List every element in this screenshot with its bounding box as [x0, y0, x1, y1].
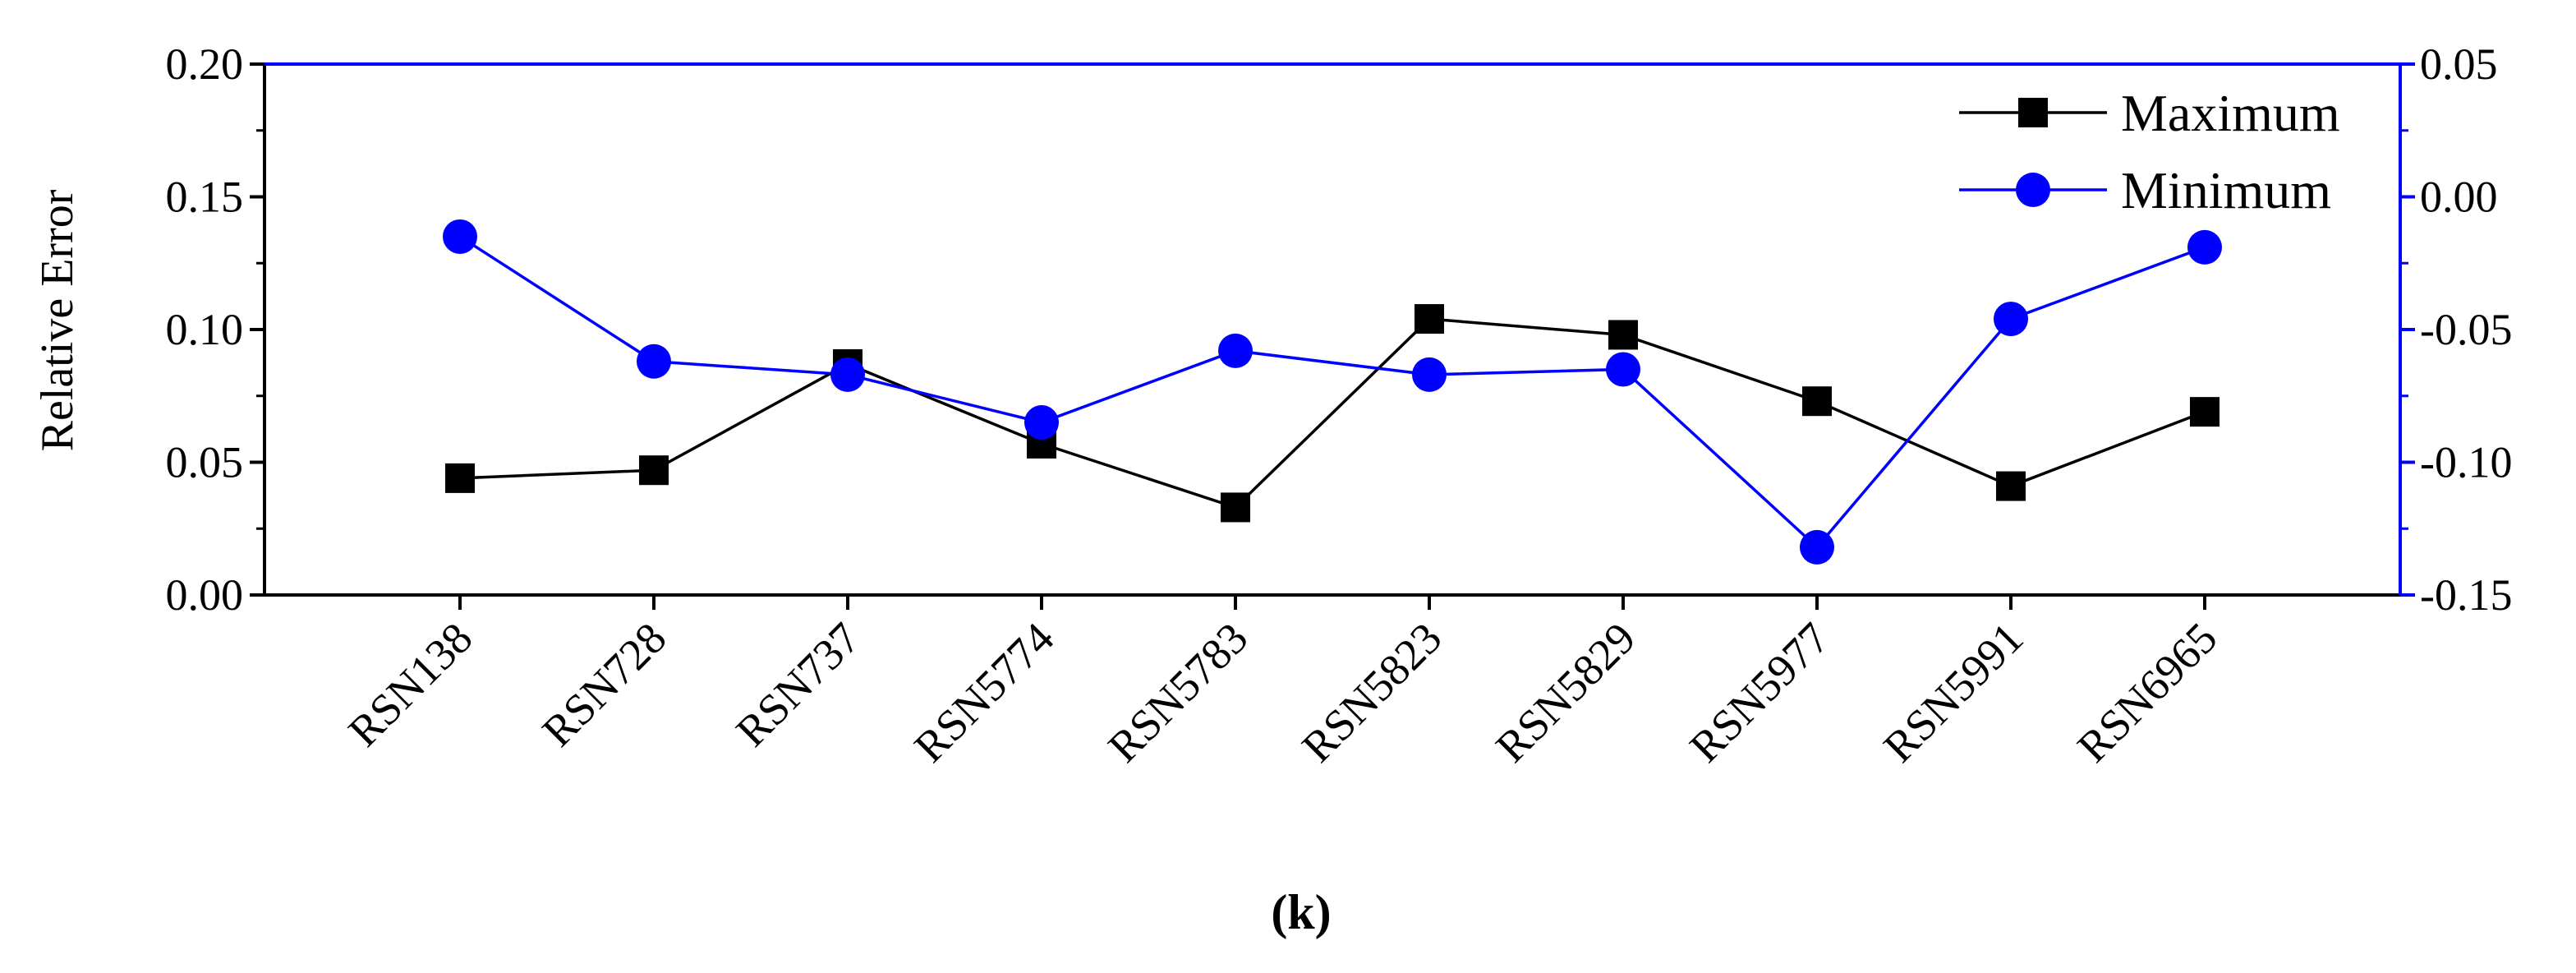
x-tick-label: RSN5829: [1486, 613, 1644, 772]
x-tick-label: RSN5991: [1874, 613, 2032, 772]
plot-frame: [263, 62, 2402, 597]
data-point-minimum: [443, 219, 477, 254]
data-point-maximum: [445, 463, 475, 493]
data-point-minimum: [1024, 405, 1059, 440]
x-tick-label: RSN737: [727, 613, 870, 756]
legend-label-minimum: Minimum: [2121, 161, 2331, 219]
data-point-maximum: [1996, 471, 2026, 501]
x-tick-label: RSN5977: [1680, 613, 1838, 772]
x-tick-label: RSN6965: [2068, 613, 2226, 772]
y2-tick-label: -0.05: [2420, 305, 2512, 354]
data-point-maximum: [2190, 397, 2220, 427]
data-point-minimum: [830, 357, 865, 392]
data-point-maximum: [1608, 320, 1638, 350]
data-point-maximum: [1414, 304, 1444, 334]
panel-label: (k): [1271, 885, 1331, 939]
x-tick-label: RSN728: [533, 613, 676, 756]
series-line-minimum: [459, 235, 2206, 550]
data-point-minimum: [1800, 529, 1834, 565]
data-point-maximum: [1221, 492, 1250, 523]
data-point-minimum: [1412, 357, 1447, 392]
x-tick-label: RSN5774: [904, 613, 1063, 772]
data-point-minimum: [637, 344, 671, 379]
legend-marker-minimum: [2016, 173, 2050, 207]
y-tick-label: 0.10: [166, 305, 244, 354]
y2-tick-label: -0.15: [2420, 570, 2512, 620]
data-point-minimum: [1218, 333, 1253, 368]
y2-tick-label: -0.10: [2420, 438, 2512, 487]
left-axis-ticks: 0.00 0.05 0.10 0.15 0.20: [166, 39, 264, 620]
y2-tick-label: 0.00: [2420, 173, 2498, 222]
y-tick-label: 0.15: [166, 173, 244, 222]
x-axis-ticks: RSN138 RSN728 RSN737 RSN5774 RSN5783 RSN5823 R…: [339, 595, 2226, 772]
data-point-minimum: [2187, 229, 2222, 265]
x-tick-label: RSN5823: [1292, 613, 1451, 772]
legend: Maximum Minimum: [1959, 84, 2340, 219]
data-point-minimum: [1606, 352, 1640, 387]
data-point-minimum: [1994, 302, 2028, 337]
y-tick-label: 0.20: [166, 39, 244, 89]
data-point-maximum: [639, 455, 669, 486]
y-tick-label: 0.05: [166, 438, 244, 487]
y2-tick-label: 0.05: [2420, 39, 2498, 89]
series-line-maximum: [459, 317, 2206, 510]
x-tick-label: RSN138: [339, 613, 482, 756]
y-axis-title: Relative Error: [32, 189, 83, 451]
y-tick-label: 0.00: [166, 570, 244, 620]
x-tick-label: RSN5783: [1098, 613, 1257, 772]
series-layer: [443, 219, 2222, 565]
legend-marker-maximum: [2018, 98, 2048, 127]
right-axis-ticks: -0.15 -0.10 -0.05 0.00 0.05: [2400, 39, 2512, 620]
data-point-maximum: [1802, 386, 1832, 417]
legend-label-maximum: Maximum: [2121, 84, 2340, 142]
